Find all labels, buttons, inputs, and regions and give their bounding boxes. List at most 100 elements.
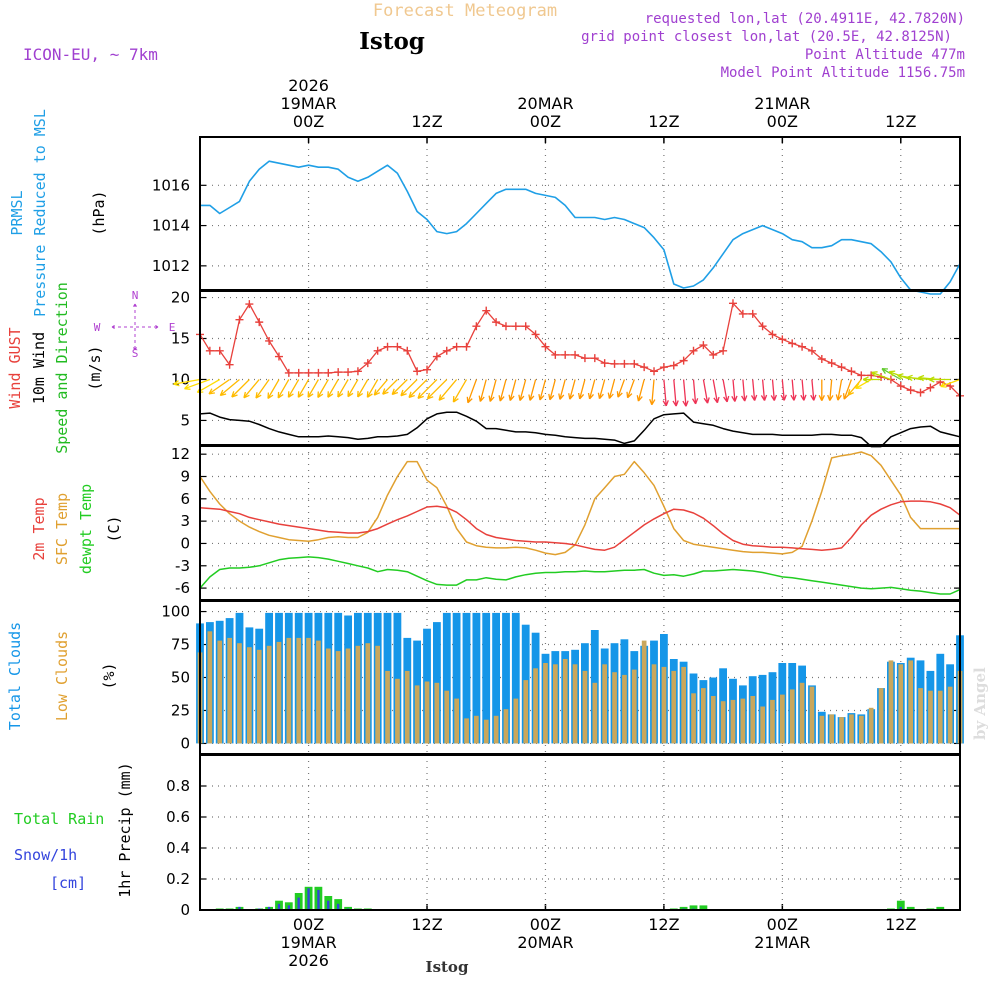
low-cloud-bar: [701, 688, 706, 744]
wind-gust-marker: [699, 341, 708, 350]
low-clouds-label: Low Clouds: [53, 631, 71, 721]
snow-units-label: [cm]: [50, 874, 86, 892]
low-cloud-bar: [444, 690, 450, 744]
total-cloud-bar: [442, 612, 451, 744]
low-cloud-bar: [809, 686, 815, 744]
y-tick-label: 0: [180, 901, 190, 919]
low-cloud-bar: [513, 698, 519, 744]
bottom-time-label: 00Z: [530, 915, 561, 934]
low-cloud-bar: [641, 640, 647, 744]
compass-east: E: [169, 321, 176, 334]
top-time-label: 2026: [288, 76, 329, 95]
low-cloud-bar: [918, 688, 923, 744]
y-tick-label: 100: [161, 603, 190, 621]
top-time-label: 00Z: [530, 112, 561, 131]
bottom-time-label: 12Z: [885, 915, 916, 934]
low-cloud-bar: [908, 660, 913, 744]
wind-direction-arrow: [452, 379, 468, 403]
low-cloud-bar: [355, 645, 361, 744]
low-cloud-bar: [671, 670, 677, 744]
rain-bar: [936, 906, 945, 910]
wind-gust-marker: [590, 354, 599, 363]
wind-direction-arrow: [287, 379, 300, 398]
low-cloud-bar: [335, 651, 341, 744]
top-time-label: 20MAR: [517, 94, 573, 113]
y-tick-label: 75: [171, 636, 190, 654]
wind-direction-arrow: [528, 379, 537, 401]
wind-gust-marker: [413, 367, 422, 376]
wind-direction-arrow: [307, 379, 319, 398]
wind-gust-marker: [571, 350, 580, 359]
chart-location-title: Istog: [359, 28, 425, 55]
wind-direction-arrow: [478, 379, 487, 402]
wind-direction-arrow: [847, 379, 862, 396]
low-cloud-bar: [859, 715, 864, 744]
pressure-label-long: Pressure Reduced to MSL: [31, 109, 49, 317]
wind-direction-arrow: [231, 379, 250, 398]
wind-direction-arrow: [337, 379, 349, 398]
wind-gust-marker: [738, 309, 747, 318]
bottom-time-label: 20MAR: [517, 933, 573, 952]
low-cloud-bar: [720, 701, 726, 744]
wind-direction-arrow: [616, 379, 626, 398]
low-cloud-bar: [602, 664, 607, 744]
pressure-units: (hPa): [90, 190, 108, 235]
low-cloud-bar: [474, 715, 479, 744]
low-cloud-bar: [651, 664, 657, 744]
wind-gust-marker: [561, 350, 570, 359]
panel-border: [199, 445, 961, 601]
wind-direction-arrow: [417, 379, 438, 400]
wind-gust-marker: [432, 352, 441, 361]
low-cloud-bar: [533, 668, 538, 744]
wind-gust-marker: [857, 371, 866, 380]
wind-gust-marker: [452, 342, 461, 351]
panel-border: [199, 290, 961, 446]
wind-direction-arrow: [267, 379, 280, 400]
bottom-time-label: 12Z: [411, 915, 442, 934]
wind-direction-arrow: [498, 379, 507, 402]
wind-gust-marker: [511, 322, 520, 331]
bottom-time-label: 00Z: [293, 915, 324, 934]
wind-gust-marker: [205, 346, 214, 355]
wind-gust-marker: [659, 363, 668, 372]
wind-gust-marker: [353, 367, 362, 376]
pressure-series: [200, 160, 961, 295]
low-cloud-bar: [543, 663, 548, 744]
wind-gust-marker: [334, 368, 343, 377]
low-cloud-bar: [266, 645, 272, 744]
y-tick-label: 0: [180, 534, 190, 552]
low-cloud-bar: [375, 645, 380, 744]
wind-direction-arrow: [597, 379, 606, 400]
wind-gust-marker: [827, 359, 836, 368]
wind-gust-marker: [284, 368, 293, 377]
wind-gust-marker: [344, 368, 353, 377]
wind-direction-arrow: [466, 379, 478, 404]
low-cloud-bar: [829, 714, 834, 744]
wind-gust-marker: [314, 368, 323, 377]
wind-compass: N S W E: [94, 289, 176, 360]
wind-direction-arrow: [391, 379, 408, 396]
wind-direction-arrow: [842, 379, 853, 400]
low-cloud-bar: [780, 694, 785, 744]
wind-direction-arrow: [538, 379, 547, 401]
panel-border: [199, 136, 961, 291]
wind-direction-arrow: [408, 379, 428, 399]
low-cloud-bar: [237, 643, 242, 744]
low-cloud-bar: [503, 709, 509, 744]
wind-gust-marker: [265, 336, 274, 345]
wind-direction-arrow: [518, 379, 527, 402]
low-cloud-bar: [385, 670, 390, 744]
wind-gust-marker: [501, 322, 510, 331]
bottom-time-label: 00Z: [767, 915, 798, 934]
temperature-series: [199, 451, 961, 595]
wind-direction-arrow: [577, 379, 586, 400]
wind-direction-arrow: [790, 379, 797, 401]
wind-gust-marker: [442, 346, 451, 355]
wind-direction-arrow: [488, 379, 497, 402]
wind-gust-marker: [462, 342, 471, 351]
dewpt-temp-label: dewpt Temp: [77, 484, 95, 574]
y-tick-label: 0.4: [166, 839, 190, 857]
wind-gust-marker: [679, 356, 688, 365]
wind-gust-marker: [817, 354, 826, 363]
